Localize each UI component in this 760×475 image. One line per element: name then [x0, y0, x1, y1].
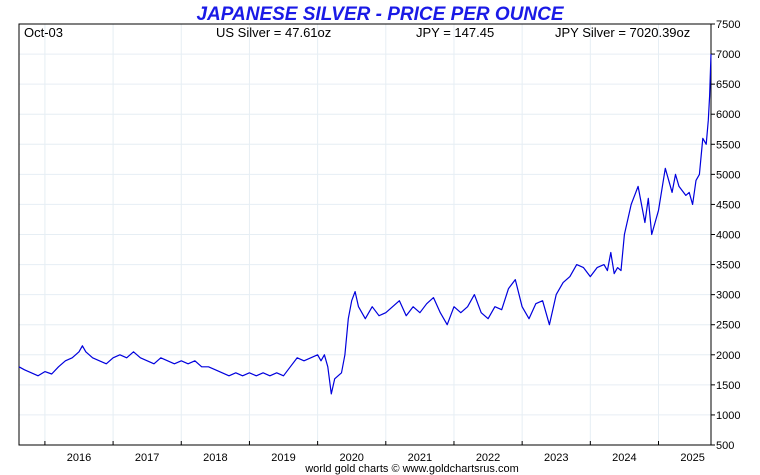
y-tick-label: 3000 — [716, 290, 740, 302]
us-silver-label: US Silver = 47.61oz — [216, 25, 331, 40]
y-tick-label: 4500 — [716, 199, 740, 211]
x-tick-label: 2022 — [476, 452, 500, 464]
y-tick-label: 5500 — [716, 139, 740, 151]
x-axis-ticks: 2016 2017 2018 2019 2020 2021 2022 2023 2024 2025 — [44, 441, 705, 464]
y-tick-label: 1500 — [716, 380, 740, 392]
x-tick-label: 2019 — [271, 452, 295, 464]
x-tick-label: 2018 — [203, 452, 227, 464]
footer-credit: world gold charts © www.goldchartsrus.co… — [304, 463, 519, 475]
jpy-silver-label: JPY Silver = 7020.39oz — [555, 25, 690, 40]
y-tick-label: 2000 — [716, 350, 740, 362]
date-label: Oct-03 — [24, 25, 63, 40]
y-tick-label: 5000 — [716, 169, 740, 181]
x-tick-label: 2021 — [408, 452, 432, 464]
x-tick-label: 2023 — [544, 452, 568, 464]
y-axis-ticks: 500 1000 1500 2000 2500 3000 3500 4000 4500 5000 5… — [711, 19, 740, 452]
chart-title: JAPANESE SILVER - PRICE PER OUNCE — [196, 4, 564, 25]
y-tick-label: 500 — [716, 440, 734, 452]
y-tick-label: 7500 — [716, 19, 740, 31]
y-tick-label: 6000 — [716, 109, 740, 121]
x-tick-label: 2016 — [67, 452, 91, 464]
y-tick-label: 4000 — [716, 230, 740, 242]
y-tick-label: 1000 — [716, 410, 740, 422]
y-tick-label: 3500 — [716, 260, 740, 272]
x-tick-label: 2025 — [680, 452, 704, 464]
x-tick-label: 2024 — [612, 452, 636, 464]
y-tick-label: 2500 — [716, 320, 740, 332]
series-line — [18, 54, 712, 395]
x-tick-label: 2020 — [339, 452, 363, 464]
x-tick-label: 2017 — [135, 452, 159, 464]
jpy-rate-label: JPY = 147.45 — [416, 25, 494, 40]
y-tick-label: 7000 — [716, 49, 740, 61]
y-tick-label: 6500 — [716, 79, 740, 91]
